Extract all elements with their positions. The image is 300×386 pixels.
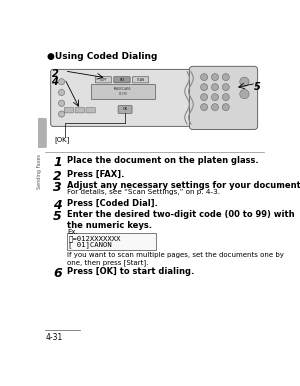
Text: 3: 3 bbox=[53, 181, 62, 194]
Text: 2: 2 bbox=[52, 69, 58, 80]
FancyBboxPatch shape bbox=[64, 108, 74, 113]
Circle shape bbox=[222, 94, 229, 101]
FancyBboxPatch shape bbox=[51, 69, 206, 126]
Text: Sending Faxes: Sending Faxes bbox=[37, 154, 42, 189]
Text: [OK]: [OK] bbox=[55, 136, 70, 143]
Text: 4: 4 bbox=[53, 199, 62, 212]
Circle shape bbox=[212, 84, 218, 91]
Circle shape bbox=[58, 100, 64, 107]
Text: 5: 5 bbox=[254, 82, 261, 92]
Circle shape bbox=[212, 94, 218, 101]
Text: ●Using Coded Dialing: ●Using Coded Dialing bbox=[47, 52, 157, 61]
Text: Enter the desired two-digit code (00 to 99) with the numeric keys.: Enter the desired two-digit code (00 to … bbox=[67, 210, 295, 230]
Text: If you want to scan multiple pages, set the documents one by one, then press [St: If you want to scan multiple pages, set … bbox=[67, 252, 284, 266]
FancyBboxPatch shape bbox=[95, 77, 112, 83]
Text: SCAN: SCAN bbox=[136, 78, 145, 82]
Text: IMAGECLASE
D1370: IMAGECLASE D1370 bbox=[114, 88, 132, 96]
Text: Press [Coded Dial].: Press [Coded Dial]. bbox=[67, 199, 158, 208]
FancyBboxPatch shape bbox=[67, 234, 156, 251]
Text: Press [OK] to start dialing.: Press [OK] to start dialing. bbox=[67, 267, 194, 276]
Circle shape bbox=[201, 74, 208, 81]
Text: 1: 1 bbox=[53, 156, 62, 169]
Circle shape bbox=[240, 90, 249, 99]
Circle shape bbox=[58, 90, 64, 96]
Text: Adjust any necessary settings for your document.: Adjust any necessary settings for your d… bbox=[67, 181, 300, 190]
Circle shape bbox=[222, 74, 229, 81]
FancyBboxPatch shape bbox=[132, 77, 149, 83]
Circle shape bbox=[212, 104, 218, 111]
Circle shape bbox=[222, 104, 229, 111]
FancyBboxPatch shape bbox=[33, 118, 47, 148]
Text: [ 01]CANON: [ 01]CANON bbox=[68, 241, 112, 248]
Text: 2: 2 bbox=[53, 169, 62, 183]
Text: Press [FAX].: Press [FAX]. bbox=[67, 169, 124, 178]
Circle shape bbox=[201, 84, 208, 91]
Text: OK: OK bbox=[122, 107, 128, 112]
Circle shape bbox=[240, 77, 249, 86]
FancyBboxPatch shape bbox=[189, 66, 258, 129]
Text: 6: 6 bbox=[53, 267, 62, 280]
Circle shape bbox=[212, 74, 218, 81]
Text: Ex.: Ex. bbox=[67, 229, 78, 235]
Circle shape bbox=[201, 94, 208, 101]
FancyBboxPatch shape bbox=[91, 84, 154, 100]
Text: COPY: COPY bbox=[100, 78, 107, 82]
FancyBboxPatch shape bbox=[118, 106, 132, 113]
FancyBboxPatch shape bbox=[114, 77, 130, 83]
Text: For details, see “Scan Settings,” on p. 4-3.: For details, see “Scan Settings,” on p. … bbox=[67, 189, 220, 195]
Text: FAX: FAX bbox=[119, 78, 125, 82]
Circle shape bbox=[201, 104, 208, 111]
Text: 4: 4 bbox=[52, 77, 58, 87]
Text: Place the document on the platen glass.: Place the document on the platen glass. bbox=[67, 156, 259, 166]
Text: 4-31: 4-31 bbox=[45, 333, 62, 342]
Text: 5: 5 bbox=[53, 210, 62, 223]
Circle shape bbox=[58, 111, 64, 117]
Circle shape bbox=[222, 84, 229, 91]
Text: ①=012XXXXXXX: ①=012XXXXXXX bbox=[68, 235, 121, 242]
FancyBboxPatch shape bbox=[86, 108, 95, 113]
FancyBboxPatch shape bbox=[75, 108, 84, 113]
Circle shape bbox=[58, 79, 64, 85]
